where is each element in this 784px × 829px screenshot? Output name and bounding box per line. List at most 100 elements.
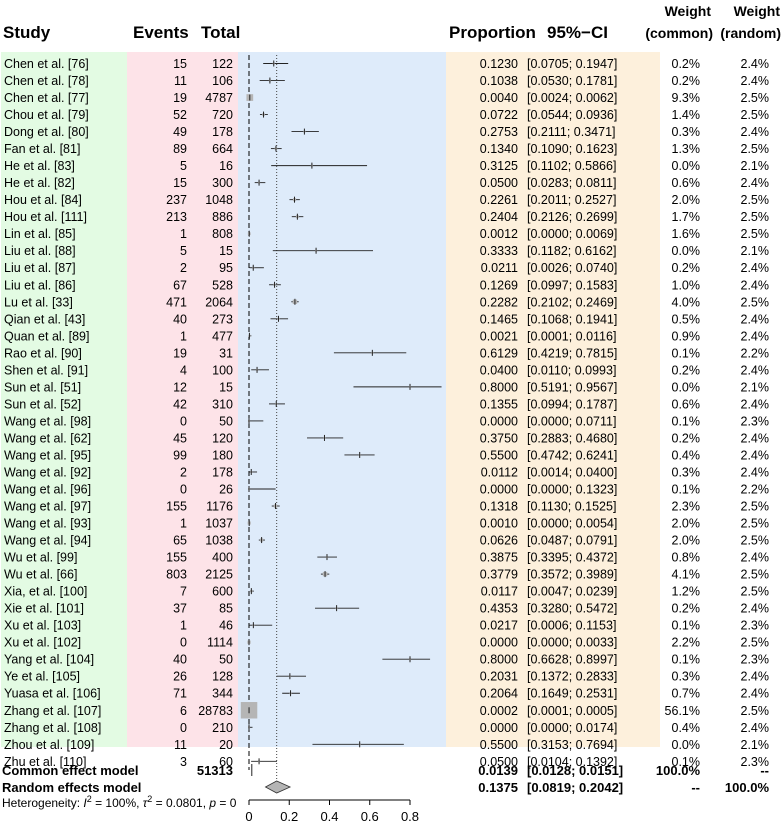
ci-value: [0.4742; 0.6241]: [527, 448, 617, 462]
summary-proportion: 0.0139: [478, 763, 518, 778]
total-value: 310: [212, 397, 233, 411]
proportion-value: 0.3779: [480, 568, 518, 582]
weight-common-value: 0.1%: [672, 653, 701, 667]
study-label: Lu et al. [33]: [4, 295, 73, 309]
header-proportion: Proportion: [449, 23, 536, 42]
weight-random-value: 2.3%: [741, 414, 770, 428]
total-value: 477: [212, 329, 233, 343]
proportion-value: 0.0400: [480, 363, 518, 377]
proportion-column-background: [446, 52, 660, 747]
weight-common-value: 9.3%: [672, 91, 701, 105]
study-label: Wu et al. [66]: [4, 568, 77, 582]
study-label: Xia, et al. [100]: [4, 585, 87, 599]
total-value: 528: [212, 278, 233, 292]
tau-symbol: τ: [143, 796, 149, 810]
x-axis-tick-label: 0.8: [401, 809, 419, 824]
events-value: 45: [173, 431, 187, 445]
ci-value: [0.1102; 0.5866]: [527, 159, 616, 173]
heterogeneity-text: Heterogeneity: I2 = 100%, τ2 = 0.0801, p…: [2, 794, 237, 810]
total-value: 180: [212, 448, 233, 462]
proportion-value: 0.6129: [480, 346, 518, 360]
weight-random-value: 2.5%: [741, 91, 770, 105]
events-value: 71: [173, 687, 187, 701]
study-label: Hou et al. [84]: [4, 193, 82, 207]
ci-value: [0.0006; 0.1153]: [527, 619, 616, 633]
total-value: 1176: [206, 500, 233, 514]
events-value: 1: [180, 329, 187, 343]
proportion-value: 0.0112: [481, 465, 518, 479]
proportion-value: 0.8000: [480, 653, 518, 667]
events-value: 65: [173, 534, 187, 548]
total-value: 210: [212, 721, 233, 735]
events-value: 2: [180, 261, 187, 275]
weight-common-value: 0.4%: [672, 448, 701, 462]
weight-common-value: 0.6%: [672, 176, 701, 190]
ci-value: [0.2883; 0.4680]: [527, 431, 617, 445]
total-value: 15: [219, 244, 233, 258]
p-value: = 0: [216, 796, 237, 810]
ci-value: [0.2011; 0.2527]: [527, 193, 616, 207]
events-value: 6: [180, 704, 187, 718]
weight-common-value: 0.1%: [672, 755, 701, 769]
events-value: 0: [180, 721, 187, 735]
proportion-value: 0.4353: [480, 602, 518, 616]
total-value: 95: [219, 261, 233, 275]
proportion-value: 0.0722: [480, 108, 518, 122]
weight-common-value: 0.1%: [672, 483, 701, 497]
weight-common-value: 1.2%: [672, 585, 701, 599]
heterogeneity-prefix: Heterogeneity:: [2, 796, 83, 810]
study-label: Fan et al. [81]: [4, 142, 80, 156]
weight-random-value: 2.2%: [741, 346, 770, 360]
study-label: Qian et al. [43]: [4, 312, 85, 326]
weight-common-value: 0.2%: [672, 74, 701, 88]
proportion-value: 0.0002: [480, 704, 518, 718]
weight-random-value: 2.3%: [741, 619, 770, 633]
weight-random-value: 2.4%: [741, 278, 770, 292]
x-axis-tick-label: 0.6: [361, 809, 379, 824]
study-label: Quan et al. [89]: [4, 329, 89, 343]
events-value: 40: [173, 312, 187, 326]
proportion-value: 0.2031: [480, 670, 518, 684]
weight-common-value: 0.2%: [672, 363, 701, 377]
events-value: 5: [180, 159, 187, 173]
study-label: Sun et al. [51]: [4, 380, 81, 394]
study-label: Xu et al. [103]: [4, 619, 81, 633]
events-value: 0: [180, 636, 187, 650]
study-label: Yuasa et al. [106]: [4, 687, 101, 701]
total-value: 100: [212, 363, 233, 377]
events-value: 19: [173, 91, 187, 105]
i2-symbol: I: [83, 796, 87, 810]
events-value: 1: [180, 517, 187, 531]
weight-common-value: 4.1%: [672, 568, 701, 582]
proportion-value: 0.2064: [480, 687, 518, 701]
study-label: He et al. [82]: [4, 176, 75, 190]
proportion-value: 0.1340: [480, 142, 518, 156]
total-value: 400: [212, 551, 233, 565]
study-label: Liu et al. [87]: [4, 261, 76, 275]
summary-proportion: 0.1375: [478, 780, 518, 795]
proportion-value: 0.1038: [480, 74, 518, 88]
weight-random-value: 2.4%: [741, 670, 770, 684]
ci-value: [0.5191; 0.9567]: [527, 380, 617, 394]
weight-random-value: 2.4%: [741, 465, 770, 479]
ci-value: [0.0530; 0.1781]: [527, 74, 617, 88]
total-value: 60: [219, 755, 233, 769]
ci-value: [0.2102; 0.2469]: [527, 295, 617, 309]
weight-common-value: 0.2%: [672, 261, 701, 275]
events-value: 0: [180, 414, 187, 428]
study-label: Chen et al. [76]: [4, 57, 89, 71]
events-value: 37: [173, 602, 187, 616]
study-label: Zhou et al. [109]: [4, 738, 94, 752]
weight-common-value: 0.0%: [672, 159, 701, 173]
ci-value: [0.0000; 0.0054]: [527, 517, 617, 531]
total-value: 664: [212, 142, 233, 156]
weight-common-value: 1.7%: [672, 210, 701, 224]
weight-common-value: 0.2%: [672, 431, 701, 445]
ci-value: [0.0544; 0.0936]: [527, 108, 617, 122]
total-value: 273: [212, 312, 233, 326]
tau-value: = 0.0801,: [152, 796, 209, 810]
weight-common-value: 0.1%: [672, 414, 701, 428]
ci-value: [0.1090; 0.1623]: [527, 142, 617, 156]
weight-common-value: 0.3%: [672, 465, 701, 479]
study-label: Wang et al. [93]: [4, 517, 91, 531]
